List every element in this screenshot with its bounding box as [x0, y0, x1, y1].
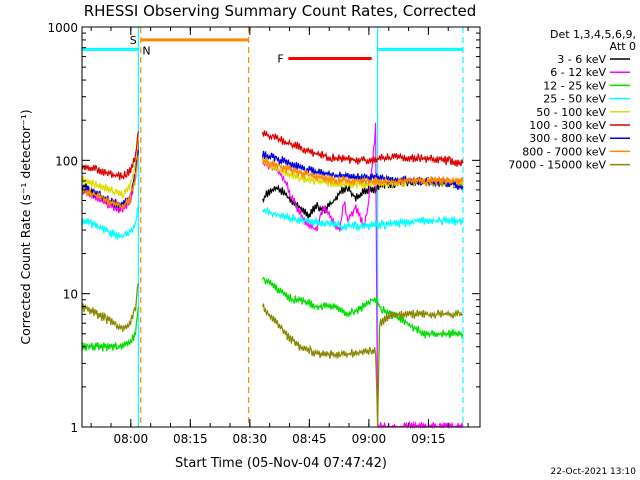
y-tick-label-3: 1000 — [47, 21, 78, 35]
x-tick-label-3: 08:45 — [292, 432, 327, 446]
night-bar-label: N — [142, 44, 150, 57]
plot-frame — [81, 26, 481, 428]
flag-bar-label-1: F — [277, 53, 283, 66]
series-layer — [81, 122, 464, 430]
legend-label-2: 12 - 25 keV — [543, 79, 606, 92]
series-25-50-kev — [81, 206, 464, 240]
flag-bar-label-0: S — [130, 34, 137, 47]
x-axis-label: Start Time (05-Nov-04 07:47:42) — [175, 456, 387, 471]
legend-label-7: 800 - 7000 keV — [522, 145, 606, 158]
x-tick-label-4: 09:00 — [352, 432, 387, 446]
legend-label-0: 3 - 6 keV — [557, 53, 606, 66]
y-axis-label: Corrected Count Rate (s⁻¹ detector⁻¹) — [18, 109, 33, 344]
axes-layer: 1 10 100 1000 08:00 08:15 08:30 08:45 09:00 09:15 — [47, 21, 480, 446]
x-tick-label-2: 08:30 — [233, 432, 268, 446]
plot-marks: NS F — [82, 27, 464, 427]
legend-header-1: Att 0 — [610, 40, 636, 53]
x-tick-label-1: 08:15 — [173, 432, 208, 446]
y-tick-label-2: 100 — [55, 154, 78, 168]
legend-label-1: 6 - 12 keV — [550, 66, 606, 79]
footer-date: 22-Oct-2021 13:10 — [551, 467, 637, 477]
legend-label-8: 7000 - 15000 keV — [508, 159, 606, 172]
legend-label-3: 25 - 50 keV — [543, 93, 606, 106]
legend-label-6: 300 - 800 keV — [529, 132, 606, 145]
x-tick-label-5: 09:15 — [411, 432, 446, 446]
x-tick-label-0: 08:00 — [114, 432, 149, 446]
y-tick-label-1: 10 — [63, 288, 78, 302]
legend-header-0: Det 1,3,4,5,6,9, — [550, 28, 636, 41]
y-tick-label-0: 1 — [70, 421, 78, 435]
series-7000-15000-kev — [81, 282, 464, 428]
series-12-25-kev — [81, 276, 464, 352]
legend-label-4: 50 - 100 keV — [536, 106, 606, 119]
legend-label-5: 100 - 300 keV — [529, 119, 606, 132]
series-800-7000-kev — [81, 154, 464, 211]
chart-title: RHESSI Observing Summary Count Rates, Co… — [84, 2, 477, 20]
series-100-300-kev — [81, 130, 464, 181]
